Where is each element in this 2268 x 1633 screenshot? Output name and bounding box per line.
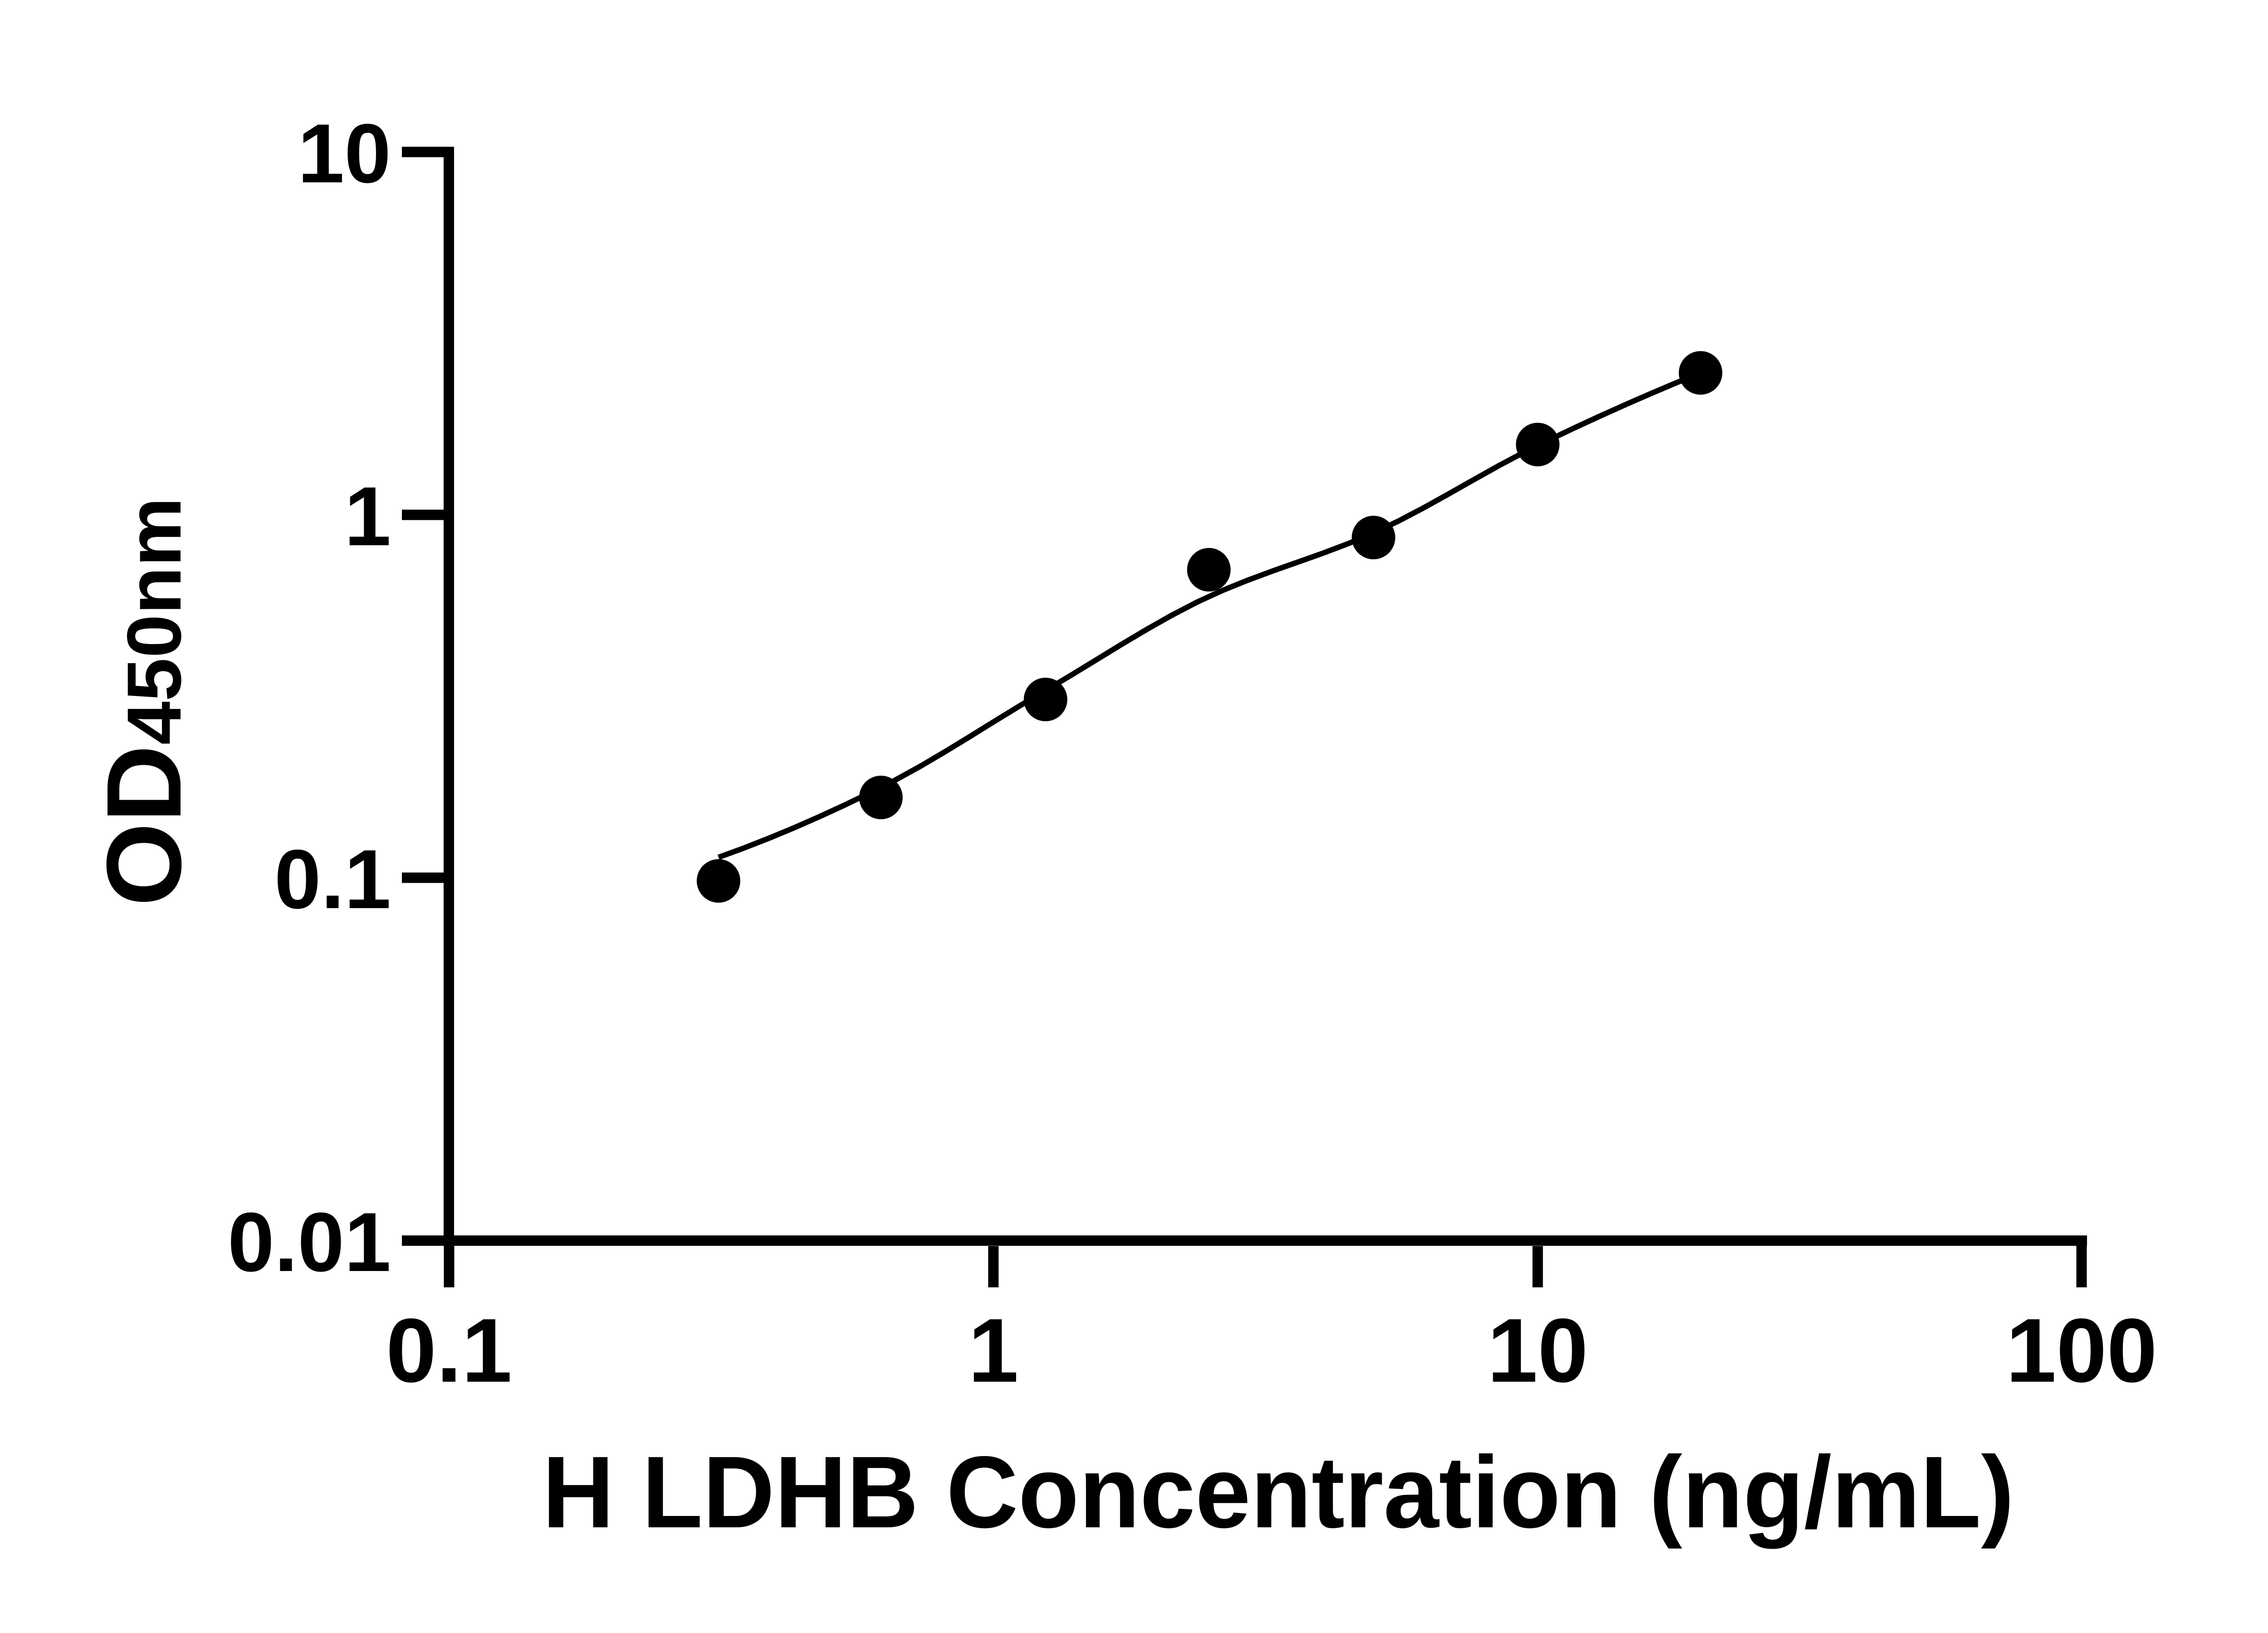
svg-text:OD450nm: OD450nm	[84, 497, 203, 906]
svg-text:1: 1	[344, 470, 391, 563]
svg-text:0.01: 0.01	[228, 1196, 391, 1289]
svg-text:10: 10	[1487, 1300, 1588, 1401]
svg-text:1: 1	[968, 1300, 1018, 1401]
svg-text:H LDHB Concentration (ng/mL): H LDHB Concentration (ng/mL)	[543, 1435, 2014, 1549]
svg-text:0.1: 0.1	[386, 1300, 512, 1401]
svg-text:10: 10	[298, 107, 391, 200]
svg-text:100: 100	[2006, 1300, 2157, 1401]
svg-text:0.1: 0.1	[274, 833, 391, 926]
